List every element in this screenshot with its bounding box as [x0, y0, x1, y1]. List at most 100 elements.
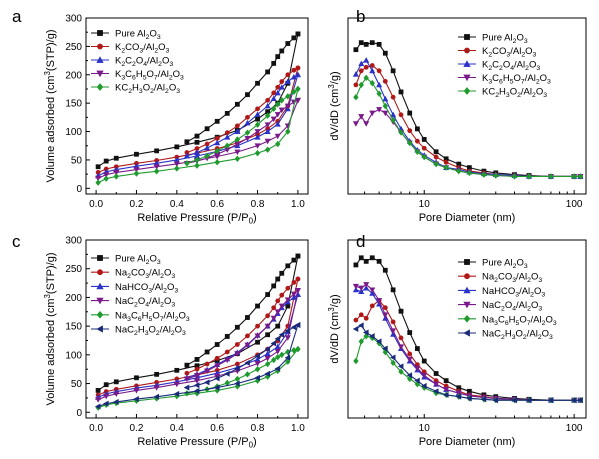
data-point: [295, 31, 301, 37]
data-point: [421, 372, 428, 379]
data-point: [214, 342, 220, 347]
data-point: [153, 168, 160, 175]
data-point: [264, 355, 271, 362]
data-point: [369, 333, 375, 340]
series-line: [97, 324, 299, 408]
data-point: [264, 360, 271, 368]
legend-marker: [464, 47, 470, 54]
x-tick-label: 1.0: [291, 423, 305, 434]
series-line: [97, 290, 299, 401]
data-point: [279, 79, 285, 84]
data-point: [443, 387, 450, 393]
data-point: [214, 384, 220, 391]
x-axis-label: Relative Pressure (P/P0): [137, 212, 256, 226]
y-tick-label: 250: [65, 264, 82, 275]
data-point: [398, 89, 404, 95]
data-point: [184, 160, 190, 167]
data-point: [390, 68, 396, 74]
legend-label: Pure Al2O3: [482, 33, 528, 46]
panel-letter: b: [356, 7, 365, 26]
data-point: [174, 144, 180, 150]
data-point: [173, 390, 180, 397]
chart-panel-d: d 10 100 Pore Diameter (nm) dV/dD (cm3/g) Pur…: [327, 232, 587, 448]
x-tick-label: 0.4: [170, 199, 184, 210]
data-point: [358, 255, 364, 261]
data-point: [183, 152, 190, 159]
data-point: [255, 80, 260, 86]
data-point: [254, 333, 261, 340]
data-point: [204, 361, 210, 367]
data-point: [295, 85, 301, 93]
data-point: [95, 164, 101, 170]
data-point: [284, 297, 291, 303]
y-axis-label: Volume adsorbed (cm3(STP)/g): [43, 30, 57, 183]
data-point: [214, 159, 220, 166]
x-axis-label: Pore Diameter (nm): [419, 212, 516, 224]
data-point: [275, 54, 281, 60]
data-point: [103, 175, 109, 182]
data-point: [548, 173, 554, 180]
data-point: [174, 367, 180, 373]
data-point: [204, 368, 211, 375]
legend-marker: [96, 56, 104, 63]
y-tick-label: 150: [65, 99, 82, 110]
data-point: [290, 294, 297, 300]
y-tick-label: 200: [65, 70, 82, 81]
data-point: [376, 41, 382, 47]
data-point: [577, 173, 584, 180]
legend-marker: [96, 70, 104, 78]
data-point: [397, 344, 405, 350]
x-tick-label: 0.8: [251, 423, 265, 434]
data-point: [234, 324, 240, 330]
data-point: [234, 128, 241, 134]
legend-label: Na2CO3/Al2O3: [115, 268, 175, 281]
legend-marker: [97, 43, 103, 50]
data-point: [291, 35, 297, 41]
data-point: [492, 397, 499, 404]
data-point: [407, 351, 413, 357]
data-point: [398, 335, 404, 341]
data-point: [134, 151, 139, 157]
data-point: [295, 276, 301, 282]
series-nac2h3o2-al2o3: [352, 322, 583, 404]
data-point: [369, 79, 375, 87]
legend-marker: [463, 74, 471, 82]
legend-marker: [463, 60, 471, 67]
legend-label: NaHCO3/Al2O3: [482, 286, 545, 299]
data-point: [271, 283, 277, 289]
data-point: [265, 97, 271, 103]
data-point: [278, 331, 285, 338]
data-point: [291, 257, 297, 263]
y-tick-label: 50: [71, 155, 83, 166]
data-point: [547, 397, 554, 404]
data-point: [284, 78, 291, 84]
data-point: [493, 172, 499, 179]
data-point: [352, 121, 359, 127]
data-point: [224, 134, 231, 140]
data-point: [274, 112, 281, 118]
data-point: [421, 358, 427, 364]
plot-frame: [347, 239, 587, 419]
data-point: [194, 357, 200, 362]
data-point: [245, 333, 250, 339]
data-point: [570, 397, 577, 404]
data-point: [443, 164, 449, 171]
data-point: [113, 379, 119, 385]
data-point: [103, 400, 109, 407]
data-point: [369, 303, 375, 309]
data-point: [214, 363, 221, 369]
panel-letter: a: [12, 7, 22, 26]
data-point: [290, 291, 297, 298]
data-point: [285, 93, 291, 100]
data-point: [204, 144, 211, 151]
legend-label: K2CO3/Al2O3: [482, 46, 537, 59]
data-point: [278, 84, 285, 90]
data-point: [275, 276, 281, 282]
data-point: [290, 73, 297, 80]
data-point: [103, 158, 109, 164]
legend-label: KC2H3O2/Al2O3: [482, 87, 547, 100]
data-point: [285, 41, 291, 46]
data-point: [264, 323, 271, 330]
data-point: [511, 397, 517, 404]
